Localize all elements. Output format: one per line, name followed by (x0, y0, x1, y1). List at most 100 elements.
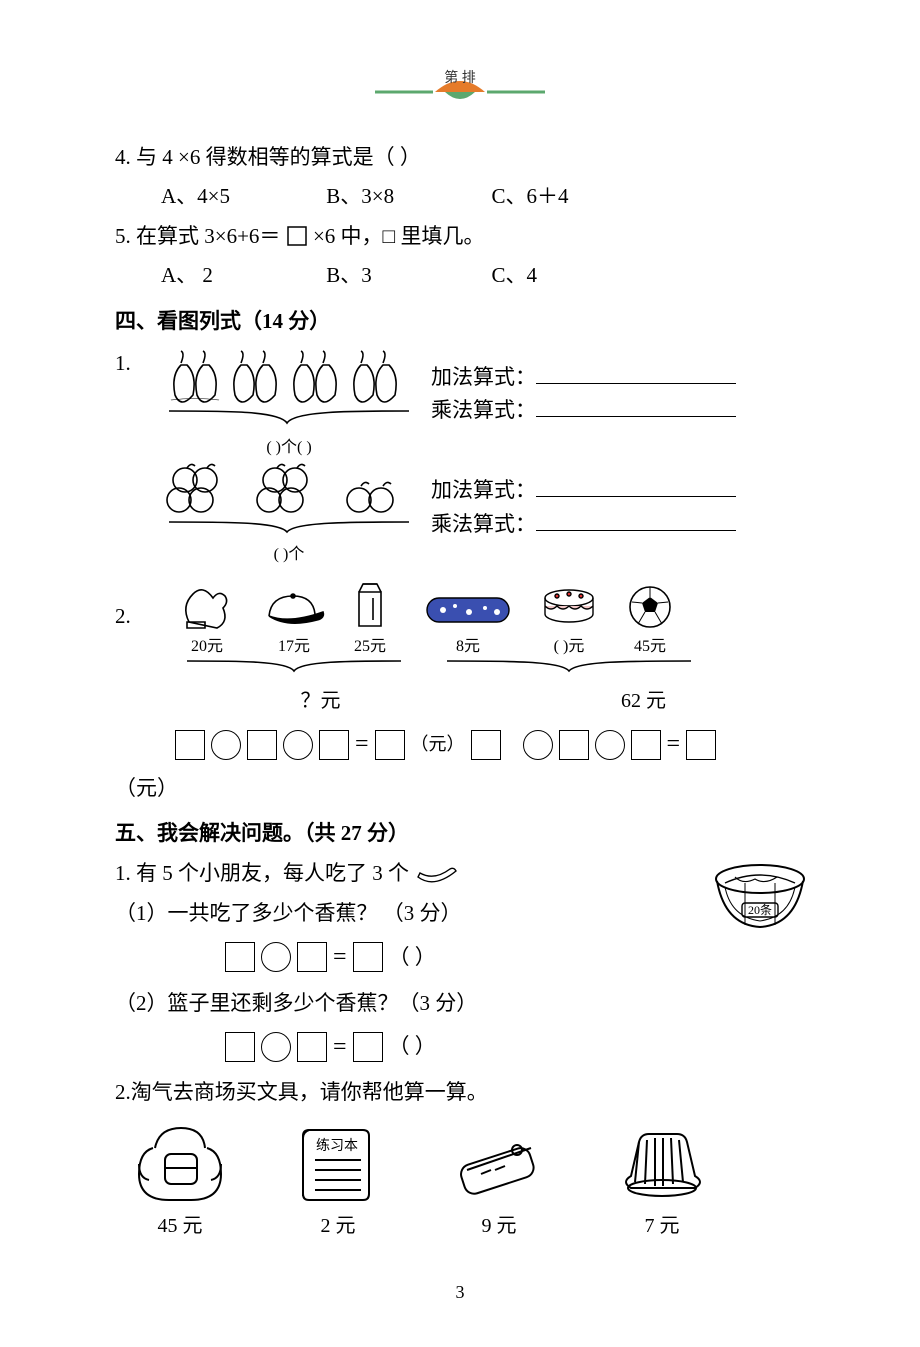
pencilbox-icon (451, 1130, 547, 1204)
pencilbox-item: 9 元 (451, 1130, 547, 1242)
sec4-p1-apples-figure: ( )个 (159, 460, 419, 568)
cap-price: 17元 (263, 634, 325, 660)
paren-tail-2: （ ） (389, 1030, 436, 1064)
sec4-p2-items: 20元 17元 (179, 580, 805, 660)
q5-option-a: A、 2 (161, 259, 321, 293)
sec4-p1-label: 1. (115, 347, 147, 381)
notebook-item: 练习本 2 元 (295, 1120, 381, 1242)
sec4-p1-right: 加法算式： 乘法算式： (431, 347, 736, 428)
bag-price: 45 元 (135, 1210, 225, 1242)
sec5-p1-eq2: = （ ） (225, 1028, 805, 1066)
gloves-price: 20元 (179, 634, 235, 660)
brace-icon (179, 659, 409, 681)
page-number: 3 (115, 1278, 805, 1307)
pencilcase-price: 8元 (425, 634, 511, 660)
brace-icon (159, 520, 419, 542)
add-label: 加法算式： (431, 365, 536, 389)
box-icon (297, 942, 327, 972)
q4-option-a: A、4×5 (161, 180, 321, 214)
banana-icon (414, 861, 460, 885)
sec4-p1-apples-right: 加法算式： 乘法算式： (431, 460, 736, 541)
mul-label-2: 乘法算式： (431, 512, 536, 536)
cake-price: ( )元 (539, 634, 599, 660)
box-icon (297, 1032, 327, 1062)
sec4-p2-row: 2. 20元 (115, 580, 805, 718)
box-icon (247, 730, 277, 760)
pencilbox-price: 9 元 (451, 1210, 547, 1242)
box-icon (353, 942, 383, 972)
sec5-p1-stem: 1. 有 5 个小朋友，每人吃了 3 个 (115, 861, 409, 885)
milk-icon (353, 580, 387, 630)
palette-item: 7 元 (617, 1128, 707, 1242)
sec4-p2-label: 2. (115, 580, 147, 634)
box-icon (471, 730, 501, 760)
cap-icon (263, 586, 325, 630)
box-icon (375, 730, 405, 760)
sec5-p1-sub1: （1）一共吃了多少个香蕉？ （3 分） (115, 897, 805, 931)
pears-icon (159, 347, 419, 411)
sec5-p1-eq1: = （ ） (225, 938, 805, 976)
circle-icon (595, 730, 625, 760)
cake-item: ( )元 (539, 586, 599, 660)
mul-label: 乘法算式： (431, 398, 536, 422)
box-icon (319, 730, 349, 760)
gloves-icon (179, 582, 235, 630)
milk-item: 25元 (353, 580, 387, 660)
milk-price: 25元 (353, 634, 387, 660)
sec4-p1-pears-figure: ( )个( ) (159, 347, 419, 461)
palette-price: 7 元 (617, 1210, 707, 1242)
notebook-icon: 练习本 (295, 1120, 381, 1204)
unit-label: （元） (411, 730, 465, 759)
palette-icon (617, 1128, 707, 1204)
schoolbag-icon (135, 1124, 225, 1204)
q5-stem-after: ×6 中，□ 里填几。 (313, 224, 485, 248)
pencilcase-item: 8元 (425, 592, 511, 660)
section-4-title: 四、看图列式（14 分） (115, 305, 805, 339)
notebook-label: 练习本 (316, 1138, 358, 1154)
basket-icon: 20条 (705, 853, 815, 944)
sec5-p1: 1. 有 5 个小朋友，每人吃了 3 个 20条 （1）一共吃了多少个香蕉？ （… (115, 857, 805, 1067)
cap-item: 17元 (263, 586, 325, 660)
square-box-icon (286, 225, 308, 247)
right-total-label: 62 元 (482, 685, 805, 717)
box-icon (353, 1032, 383, 1062)
logo-text: 第 排 (444, 69, 476, 86)
brace-icon (159, 409, 419, 435)
bag-item: 45 元 (135, 1124, 225, 1242)
box-icon (559, 730, 589, 760)
store-items-row: 45 元 练习本 2 元 9 元 (135, 1120, 805, 1242)
sec5-p2-stem: 2.淘气去商场买文具，请你帮他算一算。 (115, 1076, 805, 1110)
box-icon (225, 942, 255, 972)
cake-icon (539, 586, 599, 630)
pears-caption: ( )个( ) (266, 435, 311, 461)
circle-icon (283, 730, 313, 760)
add-label-2: 加法算式： (431, 478, 536, 502)
circle-icon (523, 730, 553, 760)
box-icon (631, 730, 661, 760)
pencilcase-icon (425, 592, 511, 630)
ball-price: 45元 (627, 634, 673, 660)
paren-tail: （ ） (389, 941, 436, 975)
box-icon (175, 730, 205, 760)
box-icon (225, 1032, 255, 1062)
question-5-stem: 5. 在算式 3×6+6＝ ×6 中，□ 里填几。 (115, 220, 805, 254)
apples-caption: ( )个 (274, 542, 305, 568)
circle-icon (211, 730, 241, 760)
q5-stem-before: 5. 在算式 3×6+6＝ (115, 224, 280, 248)
q5-option-c: C、4 (492, 259, 652, 293)
question-5-options: A、 2 B、3 C、4 (115, 259, 805, 293)
sec4-p2-equation: = （元） = (175, 725, 805, 763)
q4-option-b: B、3×8 (326, 180, 486, 214)
apples-icon (159, 460, 419, 522)
blank-line (536, 396, 736, 417)
q4-option-c: C、6＋4 (492, 180, 652, 214)
soccer-ball-icon (627, 584, 673, 630)
basket-label: 20条 (748, 903, 772, 917)
blank-line (536, 510, 736, 531)
left-total-label: ？元 (159, 685, 482, 717)
sec4-p1-apples-row: ( )个 加法算式： 乘法算式： (115, 460, 805, 568)
header-logo: 第 排 (115, 60, 805, 111)
sec5-p1-sub2: （2）篮子里还剩多少个香蕉？（3 分） (115, 987, 805, 1021)
box-icon (686, 730, 716, 760)
circle-icon (261, 1032, 291, 1062)
